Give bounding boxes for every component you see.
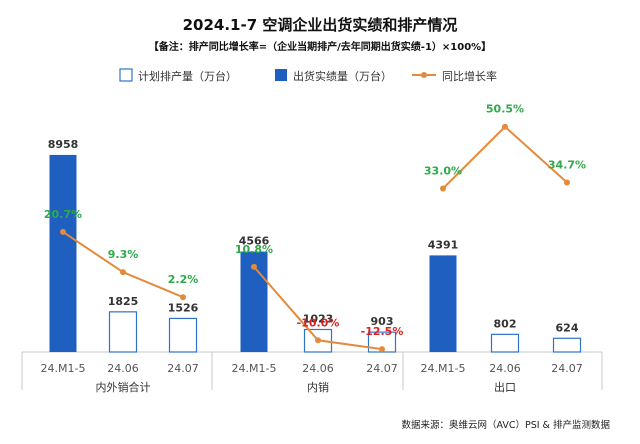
- growth-label: -12.5%: [361, 325, 404, 338]
- growth-marker: [379, 346, 385, 353]
- legend-label-plan: 计划排产量（万台）: [138, 69, 237, 83]
- chart-subtitle: 【备注：排产同比增长率=（企业当期排产/去年同期出货实绩-1）×100%】: [149, 40, 491, 53]
- bar-actual-2-0: [429, 255, 457, 352]
- category-tick-label: 24.M1-5: [421, 362, 466, 375]
- growth-label: 33.0%: [424, 165, 462, 178]
- legend-label-actual: 出货实绩量（万台）: [293, 69, 392, 83]
- category-tick-label: 24.M1-5: [232, 362, 277, 375]
- legend-swatch-growth-marker: [421, 72, 427, 78]
- bar-plan-2-1: [490, 333, 520, 353]
- growth-marker: [251, 263, 257, 270]
- growth-label: 34.7%: [548, 159, 586, 172]
- category-tick-label: 24.06: [489, 362, 521, 375]
- growth-label: 2.2%: [168, 273, 199, 286]
- bar-actual-0-0: [49, 154, 77, 352]
- bar-value-label: 4391: [428, 238, 459, 251]
- bar-value-label: 4566: [239, 235, 270, 248]
- group-label: 内外销合计: [96, 380, 151, 394]
- bar-value-label: 802: [494, 317, 517, 330]
- growth-label: 20.7%: [44, 208, 82, 221]
- plot-area: 8958 24.M1-5 1825 24.06 1526 24.07 内外销合计 20.7% 9…: [21, 103, 603, 394]
- data-source-note: 数据来源：奥维云网（AVC）PSI & 排产监测数据: [401, 419, 610, 431]
- bar-plan-2-2: [552, 337, 582, 353]
- legend-swatch-actual: [275, 69, 287, 81]
- growth-marker: [564, 179, 570, 186]
- bar-value-label: 1023: [303, 312, 334, 325]
- chart-title: 2024.1-7 空调企业出货实绩和排产情况: [183, 16, 458, 34]
- growth-label: -10.0%: [297, 316, 340, 329]
- growth-marker: [60, 228, 66, 235]
- growth-label: 9.3%: [108, 248, 139, 261]
- bar-value-label: 624: [556, 321, 579, 334]
- group-label: 出口: [494, 380, 516, 394]
- growth-label: 10.8%: [235, 243, 273, 256]
- legend-label-growth: 同比增长率: [442, 69, 497, 83]
- category-tick-label: 24.07: [551, 362, 583, 375]
- growth-marker: [502, 123, 508, 130]
- growth-marker: [180, 294, 186, 301]
- growth-marker: [440, 185, 446, 192]
- category-tick-label: 24.07: [366, 362, 398, 375]
- legend: 计划排产量（万台） 出货实绩量（万台） 同比增长率: [119, 68, 497, 83]
- bar-value-label: 903: [371, 315, 394, 328]
- bar-value-label: 1825: [108, 295, 139, 308]
- growth-marker: [120, 269, 126, 276]
- growth-line-0: [62, 231, 184, 299]
- growth-marker: [315, 337, 321, 344]
- bar-value-label: 1526: [168, 301, 199, 314]
- growth-label: 50.5%: [486, 103, 524, 116]
- bar-value-label: 8958: [48, 138, 79, 151]
- legend-swatch-plan: [119, 68, 133, 82]
- category-tick-label: 24.06: [107, 362, 139, 375]
- bar-plan-0-2: [168, 317, 198, 353]
- bar-plan-0-1: [108, 311, 138, 353]
- category-tick-label: 24.M1-5: [41, 362, 86, 375]
- category-tick-label: 24.07: [167, 362, 199, 375]
- category-tick-label: 24.06: [302, 362, 334, 375]
- group-label: 内销: [307, 380, 329, 394]
